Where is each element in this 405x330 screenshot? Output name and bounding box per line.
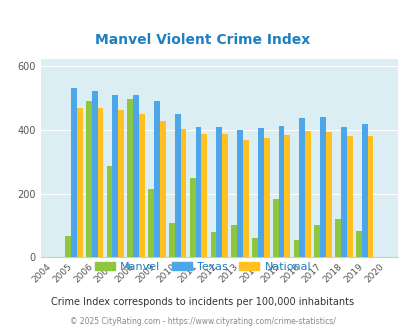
Bar — [210, 233, 216, 257]
Text: Crime Index corresponds to incidents per 100,000 inhabitants: Crime Index corresponds to incidents per… — [51, 297, 354, 307]
Bar — [367, 136, 373, 257]
Bar — [222, 134, 227, 257]
Bar — [298, 118, 305, 257]
Bar — [237, 130, 242, 257]
Bar — [189, 178, 195, 257]
Bar — [293, 241, 298, 257]
Bar — [65, 236, 71, 257]
Bar — [263, 138, 269, 257]
Bar — [112, 94, 118, 257]
Bar — [252, 238, 257, 257]
Bar — [71, 88, 77, 257]
Bar — [361, 124, 367, 257]
Bar — [320, 117, 325, 257]
Bar — [148, 189, 153, 257]
Bar — [133, 94, 139, 257]
Bar — [346, 136, 352, 257]
Bar — [168, 223, 175, 257]
Bar — [334, 219, 340, 257]
Bar — [340, 127, 346, 257]
Bar — [284, 135, 290, 257]
Legend: Manvel, Texas, National: Manvel, Texas, National — [90, 258, 315, 277]
Bar — [77, 108, 82, 257]
Bar — [305, 131, 310, 257]
Bar — [107, 166, 112, 257]
Bar — [355, 231, 361, 257]
Bar — [325, 132, 331, 257]
Bar — [278, 126, 284, 257]
Bar — [201, 134, 207, 257]
Bar — [272, 199, 278, 257]
Bar — [242, 140, 248, 257]
Bar — [180, 129, 186, 257]
Bar — [92, 91, 97, 257]
Text: © 2025 CityRating.com - https://www.cityrating.com/crime-statistics/: © 2025 CityRating.com - https://www.city… — [70, 317, 335, 326]
Bar — [118, 110, 124, 257]
Bar — [257, 128, 263, 257]
Bar — [127, 99, 133, 257]
Bar — [175, 114, 180, 257]
Bar — [86, 101, 92, 257]
Bar — [195, 127, 201, 257]
Bar — [216, 127, 222, 257]
Bar — [160, 121, 165, 257]
Text: Manvel Violent Crime Index: Manvel Violent Crime Index — [95, 33, 310, 47]
Bar — [231, 224, 237, 257]
Bar — [313, 224, 320, 257]
Bar — [97, 108, 103, 257]
Bar — [153, 101, 160, 257]
Bar — [139, 114, 145, 257]
